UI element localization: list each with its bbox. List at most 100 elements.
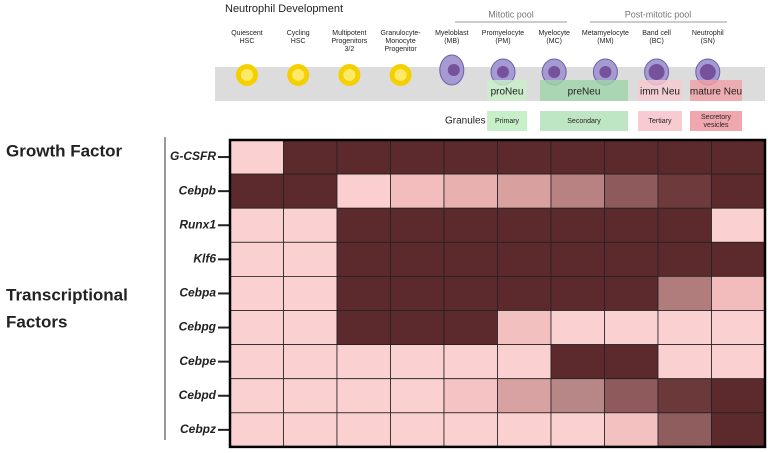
- heatmap-cell: [657, 241, 712, 277]
- heatmap-cell: [711, 412, 766, 448]
- heatmap-cell: [497, 378, 552, 414]
- subset-label: imm Neu: [640, 87, 680, 98]
- heatmap-cell: [550, 275, 605, 311]
- heatmap-cell: [229, 275, 284, 311]
- gene-label: Cebpa: [179, 286, 216, 300]
- heatmap-cell: [497, 241, 552, 277]
- heatmap-cell: [229, 173, 284, 209]
- heatmap-cell: [604, 207, 659, 243]
- heatmap-cell: [550, 310, 605, 345]
- heatmap-cell: [711, 378, 766, 414]
- heatmap-cell: [657, 173, 712, 209]
- subset-box: [638, 80, 682, 101]
- stage-label: Cycling: [287, 30, 310, 37]
- heatmap-cell: [443, 241, 498, 277]
- cell-nucleus: [292, 69, 305, 81]
- heatmap-cell: [497, 139, 552, 175]
- heatmap-cell: [336, 344, 391, 380]
- gene-label: Cebpd: [179, 388, 217, 402]
- group-label: Growth Factor: [6, 141, 123, 160]
- heatmap-cell: [443, 310, 498, 345]
- cell-nucleus: [447, 64, 460, 76]
- heatmap-cell: [657, 412, 712, 448]
- heatmap-cell: [550, 207, 605, 243]
- granule-box: [540, 111, 628, 131]
- subset-box: [690, 80, 742, 101]
- stage-label: (MM): [597, 38, 613, 45]
- heatmap-cell: [711, 241, 766, 277]
- heatmap-cell: [550, 173, 605, 209]
- heatmap-cell: [711, 139, 766, 175]
- heatmap-cell: [550, 412, 605, 448]
- heatmap-cell: [604, 378, 659, 414]
- heatmap-cell: [336, 310, 391, 345]
- heatmap-cell: [497, 207, 552, 243]
- heatmap-cell: [497, 310, 552, 345]
- heatmap-cell: [604, 412, 659, 448]
- stage-label: Myeloblast: [435, 30, 469, 37]
- heatmap-cell: [229, 412, 284, 448]
- stage-label: Band cell: [642, 30, 671, 37]
- heatmap-cell: [497, 275, 552, 311]
- heatmap-cell: [657, 378, 712, 414]
- stage-label: (PM): [495, 38, 510, 45]
- subset-label: proNeu: [491, 87, 524, 98]
- heatmap-cell: [390, 378, 445, 414]
- granules-label: Granules: [445, 116, 486, 127]
- heatmap-cell: [283, 310, 338, 345]
- granule-label: Primary: [495, 118, 520, 125]
- stage-label: Granulocyte-: [381, 30, 422, 37]
- granule-box: [487, 111, 527, 131]
- heatmap-cell: [336, 173, 391, 209]
- group-label: Transcriptional: [6, 285, 128, 304]
- heatmap-cell: [657, 207, 712, 243]
- gene-label: Cebpz: [180, 422, 216, 436]
- heatmap-cell: [550, 344, 605, 380]
- heatmap-cell: [657, 310, 712, 345]
- heatmap-cell: [711, 344, 766, 380]
- heatmap-cell: [229, 241, 284, 277]
- heatmap-cell: [497, 173, 552, 209]
- granule-label: Secondary: [567, 118, 601, 125]
- heatmap-cell: [443, 275, 498, 311]
- stage-label: (MC): [546, 38, 562, 45]
- heatmap-cell: [550, 139, 605, 175]
- heatmap-cell: [657, 275, 712, 311]
- heatmap-cell: [390, 139, 445, 175]
- heatmap-cell: [604, 139, 659, 175]
- heatmap-cell: [229, 378, 284, 414]
- cell-nucleus: [343, 69, 356, 81]
- heatmap-cell: [604, 173, 659, 209]
- heatmap-cell: [283, 207, 338, 243]
- heatmap-cell: [283, 275, 338, 311]
- heatmap-cell: [390, 241, 445, 277]
- heatmap-cell: [443, 207, 498, 243]
- gene-label: Cebpg: [179, 320, 217, 334]
- heatmap-cell: [390, 310, 445, 345]
- heatmap-cell: [283, 378, 338, 414]
- stage-label: (MB): [444, 38, 459, 45]
- heatmap-cell: [336, 275, 391, 311]
- heatmap-cell: [443, 378, 498, 414]
- cell-nucleus: [241, 69, 253, 81]
- heatmap-cell: [390, 344, 445, 380]
- heatmap-cell: [550, 241, 605, 277]
- heatmap-cell: [390, 275, 445, 311]
- heatmap-cell: [336, 378, 391, 414]
- granule-label: vesicles: [704, 122, 729, 129]
- heatmap-cell: [604, 275, 659, 311]
- stage-label: Myelocyte: [538, 30, 570, 37]
- heatmap-cell: [283, 412, 338, 448]
- pool-label: Post-mitotic pool: [625, 9, 692, 19]
- cell-nucleus: [497, 66, 509, 78]
- cell-nucleus: [548, 66, 561, 78]
- stage-label: (SN): [701, 38, 715, 45]
- heatmap-cell: [336, 139, 391, 175]
- gene-label: Cebpe: [179, 354, 216, 368]
- subset-box: [487, 80, 527, 101]
- heatmap-cell: [443, 412, 498, 448]
- heatmap-cell: [711, 173, 766, 209]
- heatmap-cell: [711, 275, 766, 311]
- cell-nucleus: [648, 64, 665, 80]
